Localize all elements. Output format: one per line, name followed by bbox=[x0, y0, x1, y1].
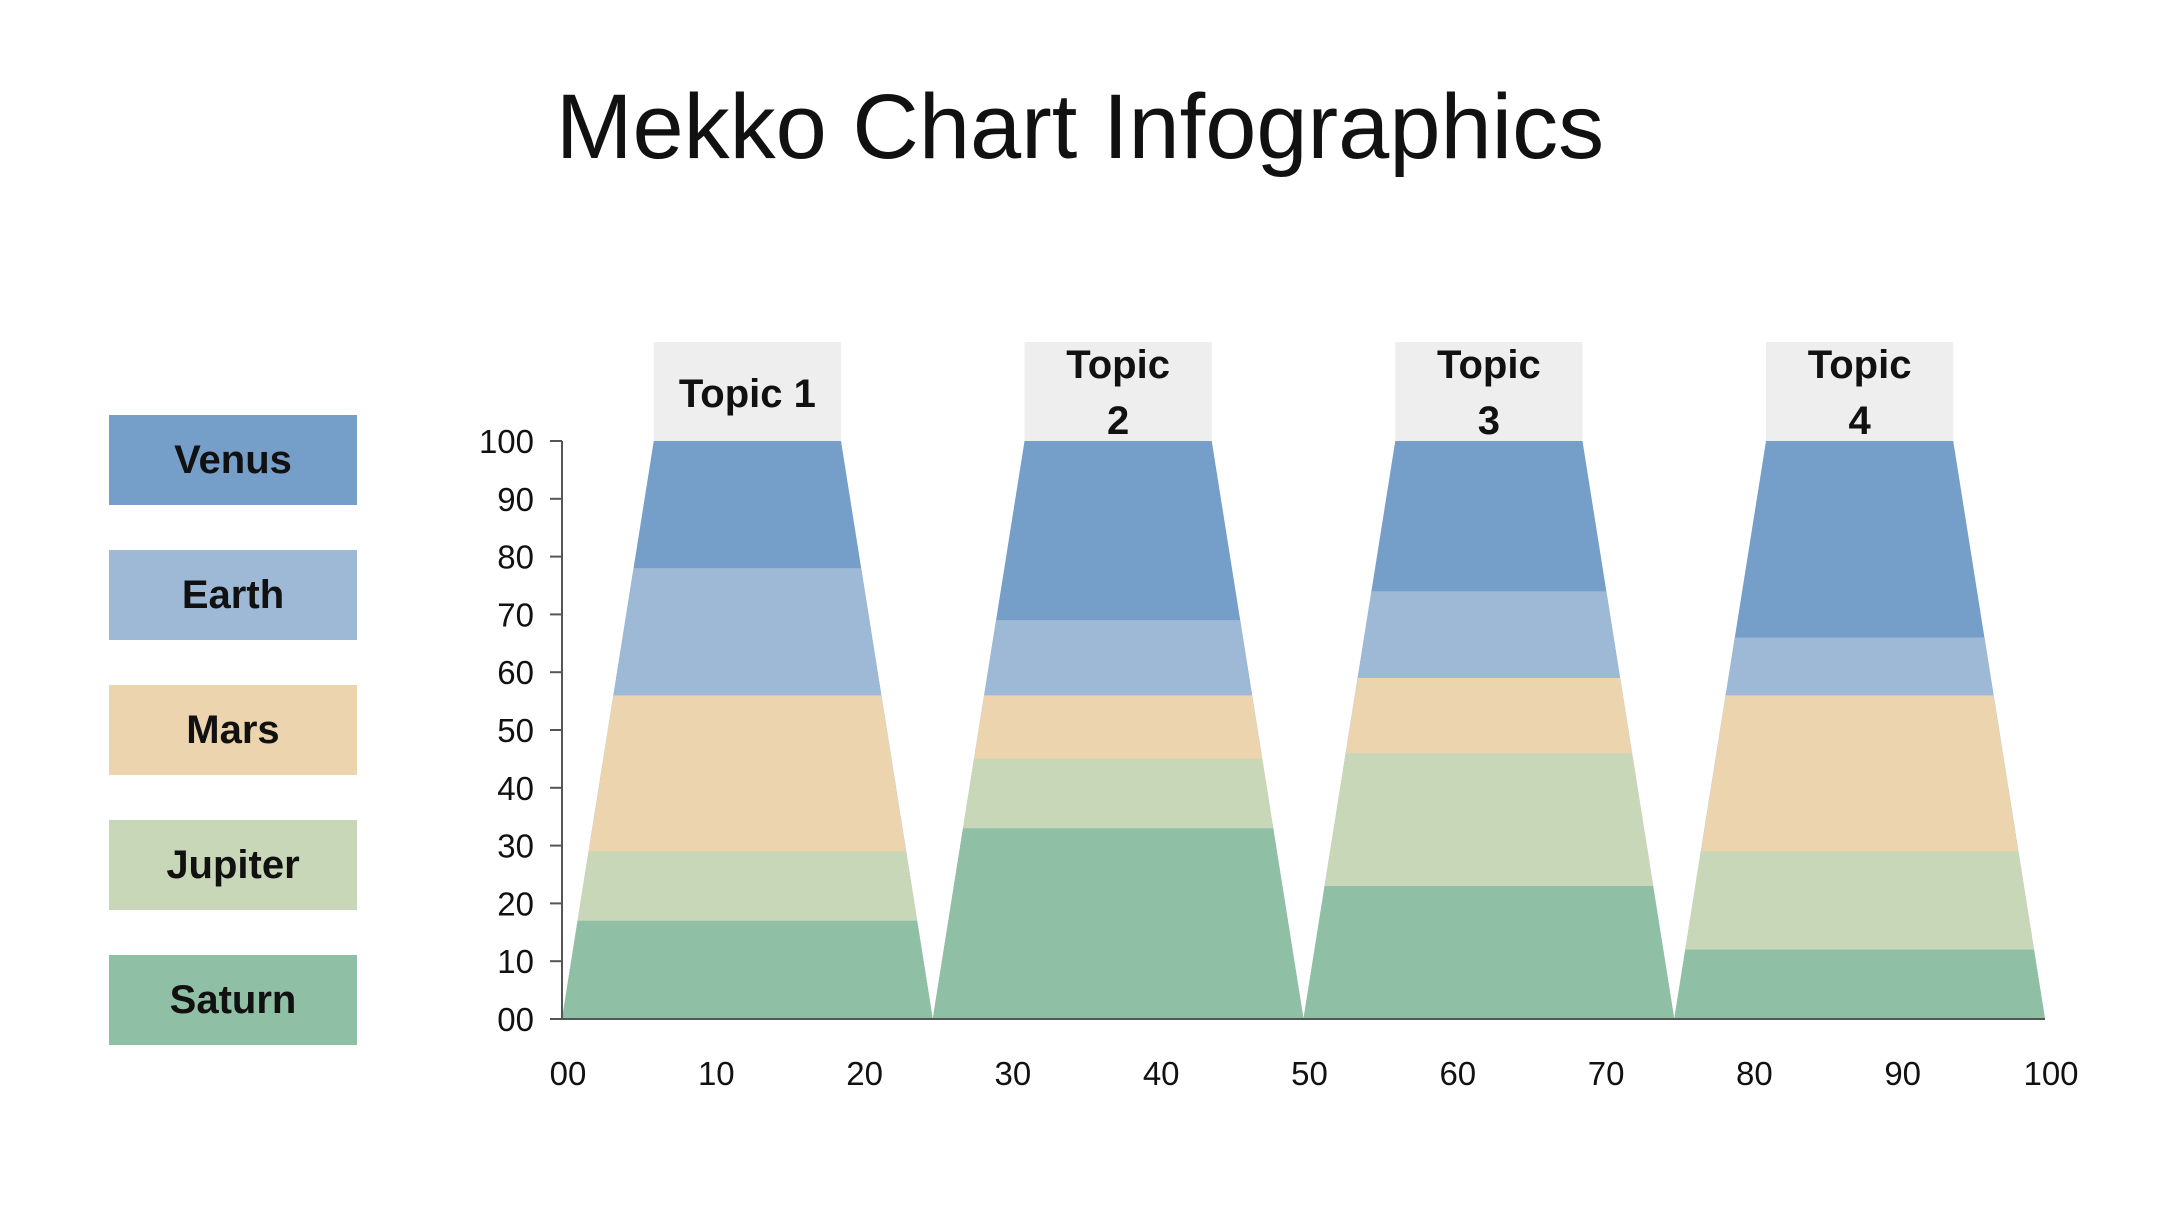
topic-3-saturn-band bbox=[1303, 886, 1675, 1019]
x-tick-label: 100 bbox=[2023, 1055, 2078, 1092]
topic-2-header-box bbox=[1024, 342, 1212, 441]
topic-4-label-line-2: 4 bbox=[1849, 399, 1872, 443]
x-tick-label: 00 bbox=[550, 1055, 587, 1092]
topic-2-label-line-2: 2 bbox=[1107, 399, 1129, 443]
topic-3-label-line-2: 3 bbox=[1478, 399, 1500, 443]
x-tick-label: 60 bbox=[1439, 1055, 1476, 1092]
topic-1-header-box bbox=[653, 342, 841, 441]
y-tick-label: 40 bbox=[497, 770, 534, 807]
x-tick-label: 10 bbox=[698, 1055, 735, 1092]
x-tick-label: 40 bbox=[1143, 1055, 1180, 1092]
y-tick-label: 50 bbox=[497, 712, 534, 749]
y-tick-label: 100 bbox=[479, 423, 534, 460]
y-tick-label: 80 bbox=[497, 539, 534, 576]
topic-4-saturn-band bbox=[1674, 949, 2045, 1019]
topic-2-saturn-band bbox=[932, 828, 1304, 1019]
topic-1-label-line-1: Topic 1 bbox=[679, 372, 816, 416]
x-tick-label: 90 bbox=[1884, 1055, 1921, 1092]
topic-4-header-box bbox=[1766, 342, 1954, 441]
legend: Venus Earth Mars Jupiter Saturn bbox=[109, 415, 357, 1090]
x-tick-label: 20 bbox=[846, 1055, 883, 1092]
x-tick-label: 80 bbox=[1736, 1055, 1773, 1092]
legend-item-saturn: Saturn bbox=[109, 955, 357, 1045]
page-title: Mekko Chart Infographics bbox=[555, 76, 1605, 178]
x-tick-label: 50 bbox=[1291, 1055, 1328, 1092]
y-tick-label: 70 bbox=[497, 596, 534, 633]
x-tick-label: 70 bbox=[1588, 1055, 1625, 1092]
legend-item-earth: Earth bbox=[109, 550, 357, 640]
topic-1-saturn-band bbox=[562, 920, 933, 1019]
y-tick-label: 30 bbox=[497, 828, 534, 865]
legend-item-venus: Venus bbox=[109, 415, 357, 505]
topic-3-header-box bbox=[1395, 342, 1583, 441]
topic-2-label-line-1: Topic bbox=[1066, 343, 1170, 387]
legend-item-jupiter: Jupiter bbox=[109, 820, 357, 910]
y-tick-label: 90 bbox=[497, 481, 534, 518]
topic-3-label-line-1: Topic bbox=[1437, 343, 1541, 387]
legend-item-mars: Mars bbox=[109, 685, 357, 775]
y-tick-label: 60 bbox=[497, 654, 534, 691]
topic-4-label-line-1: Topic bbox=[1808, 343, 1912, 387]
y-tick-label: 20 bbox=[497, 885, 534, 922]
y-tick-label: 00 bbox=[497, 1001, 534, 1038]
y-tick-label: 10 bbox=[497, 943, 534, 980]
x-tick-label: 30 bbox=[995, 1055, 1032, 1092]
